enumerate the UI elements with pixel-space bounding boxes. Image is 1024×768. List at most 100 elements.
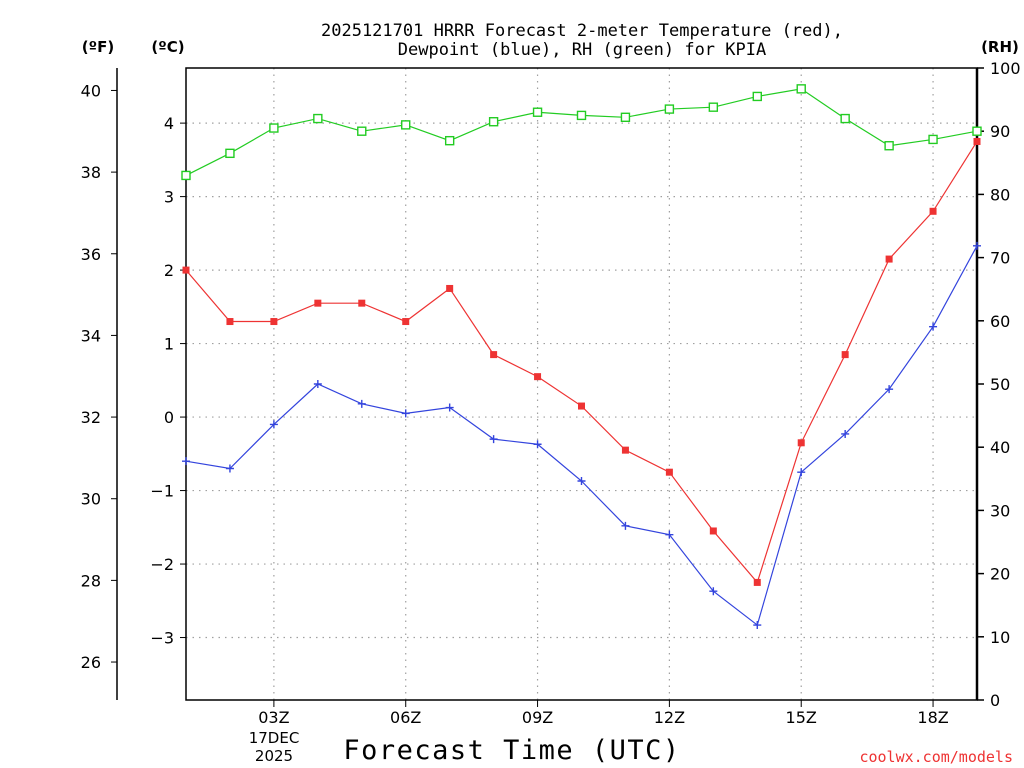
rh-point <box>181 170 191 181</box>
rh-point <box>269 123 279 133</box>
dewpoint-point <box>665 530 674 539</box>
f-tick-label: 34 <box>81 326 101 345</box>
dewpoint-point <box>621 521 630 530</box>
rh-point <box>620 112 631 122</box>
c-tick-label: −3 <box>150 629 174 648</box>
temperature-point <box>973 137 981 145</box>
rh-point <box>357 126 367 136</box>
temperature-point <box>841 351 849 359</box>
celsius-axis-label: (ºC) <box>151 38 184 56</box>
rh-axis-label: (RH) <box>981 38 1019 56</box>
dewpoint-point <box>929 322 938 331</box>
x-axis-title: Forecast Time (UTC) <box>343 735 680 766</box>
temperature-point <box>797 439 805 447</box>
dewpoint-point <box>709 587 718 596</box>
temperature-point <box>490 351 498 359</box>
rh-point <box>708 102 719 112</box>
f-tick-label: 30 <box>81 490 101 509</box>
data-series <box>181 84 982 630</box>
f-tick-label: 40 <box>81 81 101 100</box>
rh-point <box>225 148 235 159</box>
rh-point <box>796 84 806 94</box>
f-tick-label: 36 <box>81 245 101 264</box>
dewpoint-point <box>401 409 410 418</box>
temperature-point <box>709 527 717 535</box>
rh-tick-label: 90 <box>990 122 1010 141</box>
fahrenheit-axis-label: (ºF) <box>82 38 114 56</box>
watermark: coolwx.com/models <box>859 748 1013 766</box>
dewpoint-point <box>841 429 850 438</box>
temperature-point <box>358 299 366 307</box>
chart-title-line-1: 2025121701 HRRR Forecast 2-meter Tempera… <box>321 21 843 41</box>
temperature-point <box>665 468 673 476</box>
c-tick-label: 3 <box>164 188 174 207</box>
rh-tick-label: 10 <box>990 628 1010 647</box>
rh-tick-label: 30 <box>990 501 1010 520</box>
temperature-point <box>446 284 454 292</box>
temperature-point <box>578 402 585 410</box>
temperature-point <box>885 255 893 263</box>
temperature-point <box>402 318 410 326</box>
temperature-point <box>534 373 542 381</box>
rh-tick-label: 70 <box>990 249 1010 268</box>
rh-point <box>444 135 455 146</box>
f-tick-label: 38 <box>81 163 101 182</box>
x-tick-label: 03Z <box>258 708 289 727</box>
temperature-point <box>929 207 937 215</box>
x-tick-label: 18Z <box>917 708 948 727</box>
x-tick-label: 12Z <box>654 708 685 727</box>
temperature-point <box>314 299 322 307</box>
c-tick-label: 2 <box>164 261 174 280</box>
c-tick-label: −1 <box>150 482 174 501</box>
plot-frame <box>185 67 978 701</box>
rh-tick-label: 40 <box>990 438 1010 457</box>
dewpoint-point <box>182 457 190 466</box>
rh-tick-label: 60 <box>990 312 1010 331</box>
rh-point <box>840 113 850 124</box>
date-label-year: 2025 <box>255 747 293 765</box>
rh-tick-label: 50 <box>990 375 1010 394</box>
temperature-point <box>621 446 629 454</box>
grid-lines <box>186 68 977 700</box>
rh-point <box>576 110 587 121</box>
temperature-point <box>270 318 278 326</box>
dewpoint-line <box>185 245 978 627</box>
c-tick-label: 0 <box>164 408 174 427</box>
dewpoint-point <box>489 435 498 444</box>
rh-point <box>313 113 323 124</box>
dewpoint-point <box>445 403 454 412</box>
rh-point <box>884 141 894 151</box>
c-tick-label: 1 <box>164 335 174 354</box>
rh-tick-label: 80 <box>990 185 1010 204</box>
date-label-day: 17DEC <box>249 729 300 747</box>
x-tick-label: 15Z <box>786 708 817 727</box>
chart-title-line-2: Dewpoint (blue), RH (green) for KPIA <box>398 40 766 60</box>
dewpoint-point <box>533 440 542 449</box>
rh-tick-label: 20 <box>990 565 1010 584</box>
temperature-point <box>753 578 761 586</box>
dewpoint-point <box>357 399 366 408</box>
x-tick-label: 06Z <box>390 708 421 727</box>
rh-point <box>928 134 938 145</box>
dewpoint-point <box>577 477 586 486</box>
dewpoint-point <box>269 420 278 429</box>
rh-point <box>401 120 411 130</box>
dewpoint-point <box>225 464 234 473</box>
rh-point <box>972 126 982 136</box>
rh-point <box>488 117 499 127</box>
rh-tick-label: 100 <box>990 59 1021 78</box>
c-tick-label: −2 <box>150 555 174 574</box>
f-tick-label: 28 <box>81 571 101 590</box>
rh-point <box>752 91 762 102</box>
dewpoint-point <box>313 380 322 388</box>
rh-tick-label: 0 <box>990 691 1000 710</box>
temperature-point <box>226 318 234 326</box>
dewpoint-point <box>973 241 981 250</box>
x-tick-label: 09Z <box>522 708 553 727</box>
f-tick-label: 26 <box>81 653 101 672</box>
f-tick-label: 32 <box>81 408 101 427</box>
temperature-line <box>185 141 978 584</box>
dewpoint-point <box>753 621 762 630</box>
